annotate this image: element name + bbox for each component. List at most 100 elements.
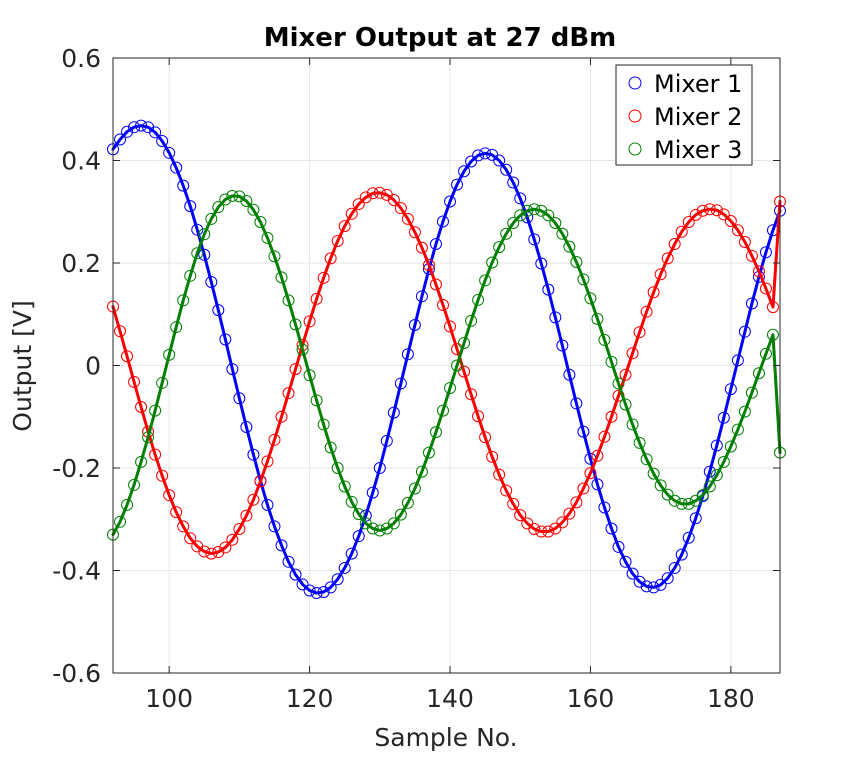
data-point (415, 241, 428, 254)
data-point (240, 421, 253, 433)
legend-marker (628, 109, 642, 123)
data-point (296, 343, 309, 356)
data-point (472, 149, 485, 162)
data-point (500, 163, 513, 176)
data-point (268, 520, 281, 533)
data-point (682, 216, 695, 228)
data-point (149, 404, 162, 417)
data-point (373, 524, 386, 537)
data-point (226, 189, 239, 202)
data-point (401, 212, 414, 225)
data-point (212, 201, 225, 214)
legend-item: Mixer 1 (628, 70, 742, 98)
data-point (338, 220, 351, 233)
series-3 (107, 189, 786, 541)
data-point (135, 119, 148, 132)
data-point (759, 282, 772, 295)
data-point (724, 383, 737, 396)
data-point (577, 273, 590, 286)
data-point (570, 255, 583, 268)
data-point (668, 494, 681, 507)
data-point (577, 482, 590, 495)
data-point (745, 249, 758, 262)
y-tick-label: 0.4 (61, 147, 101, 176)
data-point (451, 178, 464, 191)
data-point (549, 522, 562, 535)
data-point (359, 191, 372, 204)
data-point (191, 223, 204, 236)
data-point (135, 455, 148, 468)
data-point (731, 224, 744, 237)
data-point (549, 217, 562, 230)
x-tick-label: 140 (426, 684, 474, 713)
data-point (556, 227, 569, 240)
data-point (422, 259, 435, 272)
data-point (766, 328, 779, 341)
data-point (689, 512, 702, 525)
data-point (380, 434, 393, 447)
data-point (717, 208, 730, 221)
data-point (703, 203, 716, 216)
x-tick-label: 120 (286, 684, 334, 713)
data-point (156, 469, 169, 482)
data-point (331, 462, 344, 474)
data-point (605, 355, 618, 368)
data-point (268, 433, 281, 446)
data-point (465, 388, 478, 401)
data-point (710, 439, 723, 452)
data-point (310, 587, 323, 600)
data-point (479, 431, 492, 444)
legend-label: Mixer 3 (654, 136, 742, 164)
data-point (717, 455, 730, 468)
data-point (514, 209, 527, 222)
data-point (479, 147, 492, 160)
data-point (738, 405, 751, 418)
data-point (507, 176, 520, 189)
data-point (731, 423, 744, 436)
data-point (149, 126, 162, 139)
data-point (556, 339, 569, 352)
data-point (219, 541, 232, 554)
data-point (324, 441, 337, 454)
x-tick-label: 180 (707, 684, 755, 713)
data-point (163, 489, 176, 502)
data-point (114, 515, 127, 528)
data-point (717, 411, 730, 424)
data-point (654, 578, 667, 591)
data-point (338, 480, 351, 493)
data-point (458, 336, 471, 349)
data-point (507, 497, 520, 510)
data-point (626, 418, 639, 431)
data-point (114, 325, 127, 338)
data-point (570, 496, 583, 509)
data-point (500, 227, 513, 240)
y-tick-label: 0 (85, 352, 101, 381)
data-point (345, 547, 358, 560)
data-point (303, 369, 316, 382)
data-point (640, 453, 653, 466)
data-point (605, 522, 618, 535)
data-point (745, 386, 758, 399)
data-point (563, 507, 576, 520)
data-point (436, 215, 449, 228)
data-point (535, 257, 548, 270)
data-point (177, 520, 190, 533)
data-point (303, 315, 316, 328)
data-point (149, 448, 162, 461)
data-point (184, 532, 197, 545)
data-point (275, 410, 288, 423)
data-point (233, 190, 246, 203)
data-point (289, 363, 302, 376)
data-point (542, 209, 555, 222)
data-point (212, 546, 225, 559)
data-point (444, 320, 457, 333)
data-point (500, 484, 513, 497)
data-point (668, 561, 681, 574)
data-point (675, 497, 688, 510)
data-point (535, 525, 548, 538)
data-point (345, 495, 358, 508)
data-point (261, 231, 274, 244)
data-point (282, 294, 295, 307)
series-fit-line (111, 124, 782, 595)
